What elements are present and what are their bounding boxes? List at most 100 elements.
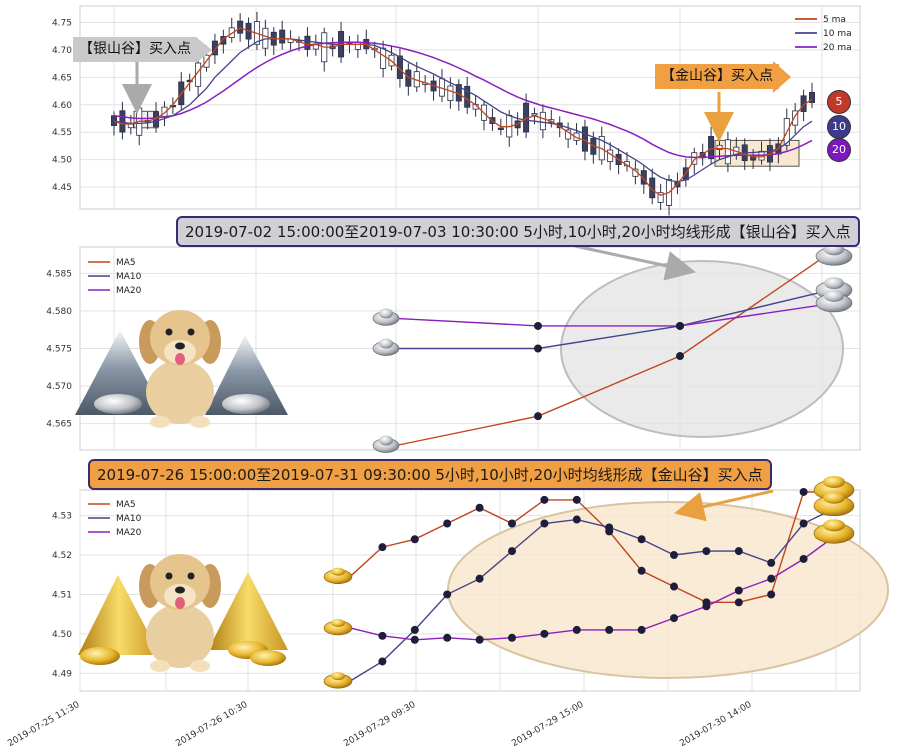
bot-data-point [734,547,743,556]
gold-zone-ellipse [447,501,889,679]
x-tick-label: 2019-07-26 10:30 [174,700,249,749]
gold-ingot-top [823,519,845,532]
ma5-badge: 5 [827,90,851,114]
y-tick-label: 4.75 [52,18,72,28]
gold-valley-banner: 2019-07-26 15:00:00至2019-07-31 09:30:00 … [88,459,772,490]
dog-muzzle [164,584,196,608]
highlight-zones [133,110,889,679]
mid-ma5-line [395,257,823,447]
candle-body [640,170,647,185]
bot-ma20-line [349,534,837,641]
candle-body [708,136,715,160]
ma10-badge: 10 [827,115,851,139]
candle-body [792,110,799,126]
dog-tongue [175,597,185,609]
y-tick-label: 4.45 [52,183,72,193]
bot-data-point [410,625,419,634]
gold-callout-arrowhead [773,61,791,93]
dog-eye [165,328,173,336]
candle-body [649,177,656,199]
mid-ma20-line [395,304,823,327]
silver-ingot-top [824,277,844,290]
silver-callout-label: 【银山谷】买入点 [79,41,191,57]
bot-legend-label: MA10 [116,514,142,524]
bot-data-point [378,657,387,666]
silver-ingot-icon [222,394,270,414]
silver-ingot-top [379,338,393,349]
silver-banner-text: 2019-07-02 15:00:00至2019-07-03 10:30:00 … [185,223,851,241]
bot-data-point [637,566,646,575]
bot-data-point [605,625,614,634]
silver-zone-ellipse [560,260,844,438]
y-tick-label: 4.49 [52,669,72,679]
bot-data-point [637,535,646,544]
y-tick-label: 4.575 [46,345,72,355]
y-tick-label: 4.70 [52,46,72,56]
silver-ingot-icon [94,394,142,414]
mid-data-point [676,352,684,361]
bot-data-point [767,558,776,567]
gold-ingot-icon [250,650,286,666]
bot-data-point [572,495,581,504]
top-ma20-line [113,41,813,159]
dog-gold-illustration [78,554,288,672]
dog-paw [190,416,210,428]
dog-icon [139,554,221,672]
gold-ingot-top [823,475,845,488]
gold-valley-callout: 【金山谷】买入点 [655,64,779,89]
bot-data-point [670,614,678,623]
silver-ingot-marker [372,435,400,453]
dog-body [146,604,214,668]
silver-zone-pointer [574,244,696,281]
bot-data-point [767,574,776,583]
bot-data-point [508,519,516,528]
bot-data-point [475,574,484,583]
candle-body [237,20,244,34]
bot-data-point [702,547,711,556]
candle-body [657,192,664,203]
bot-data-point [378,631,387,640]
bot-data-point [734,586,743,595]
gold-ingot-marker [323,672,353,689]
mid-ma10-line [396,291,823,350]
bot-data-point [637,625,646,634]
dog-paw [150,660,170,672]
candle-body [279,29,286,44]
bot-data-point [540,629,549,638]
candle-body [464,85,471,108]
mountain-left-icon [75,330,165,415]
dog-eye [187,572,195,580]
dog-eye [187,328,195,336]
bot-data-point [799,487,808,496]
gold-banner-text: 2019-07-26 15:00:00至2019-07-31 09:30:00 … [97,466,763,484]
dog-tongue [175,353,185,365]
gold-ingot-top [823,491,845,504]
candle-body [531,113,538,116]
bot-data-point [410,635,419,644]
bot-data-point [670,551,678,560]
top-ma5-line [113,27,813,197]
mid-legend-label: MA5 [116,258,136,268]
gold-pyramid-icon [208,572,288,650]
moving-average-lines [113,27,837,682]
candle-body [127,123,134,129]
gold-ingot-marker [813,519,855,544]
silver-ingot-marker [372,338,400,356]
y-tick-label: 4.50 [52,156,72,166]
bot-data-point [475,635,484,644]
top-legend-label: 10 ma [823,29,852,39]
mid-data-point [534,321,542,330]
candle-body [724,139,731,165]
legends: 5 ma 10 ma 20 ma MA5 MA10 MA20 MA5 MA10 MA20 [88,15,852,538]
dog-mountain-illustration [75,310,288,428]
silver-callout-arrowhead [196,37,212,63]
candle-body [809,92,816,103]
silver-ingot-top [379,435,393,446]
bot-data-point [572,515,581,524]
silver-ingot-marker [815,289,853,313]
y-tick-label: 4.65 [52,73,72,83]
dog-nose [175,586,185,594]
mid-legend-label: MA20 [116,286,142,296]
x-tick-label: 2019-07-30 14:00 [678,700,753,749]
silver-valley-callout: 【银山谷】买入点 [73,37,197,62]
